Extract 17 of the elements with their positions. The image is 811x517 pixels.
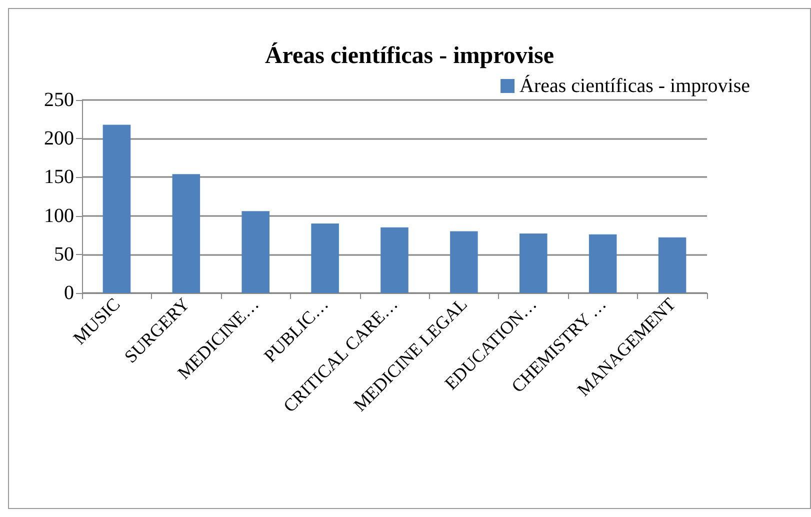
- y-tick-label: 100: [44, 204, 74, 227]
- bar: [311, 224, 339, 293]
- bar: [102, 124, 131, 293]
- y-tick-label: 250: [44, 89, 74, 111]
- bar: [380, 227, 408, 293]
- legend-label: Áreas científicas - improvise: [520, 74, 750, 97]
- bar: [520, 234, 548, 293]
- chart-title: Áreas científicas - improvise: [264, 42, 554, 69]
- bar: [658, 237, 686, 293]
- y-tick-label: 50: [54, 243, 74, 266]
- bar: [450, 231, 478, 293]
- y-tick-label: 200: [44, 128, 74, 150]
- bar: [242, 211, 270, 293]
- bar: [172, 174, 200, 293]
- y-tick-label: 150: [44, 166, 74, 188]
- y-tick-label: 0: [64, 282, 74, 304]
- bar: [588, 234, 617, 293]
